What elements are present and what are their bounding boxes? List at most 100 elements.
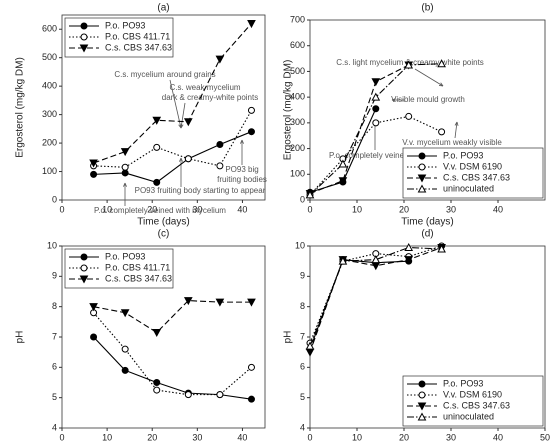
legend-marker [418,391,426,399]
legend-marker [80,264,88,272]
legend-label: P.o. CBS 411.71 [105,31,170,41]
data-point [215,298,225,307]
y-tick-label: 300 [42,109,57,119]
x-tick-label: 30 [446,432,456,442]
x-axis-label: Time (days) [401,217,453,228]
annotation: PO93 big [225,165,258,174]
data-point [371,262,381,271]
data-point [405,112,413,120]
data-point [404,60,414,69]
legend-label: uninoculated [443,183,494,193]
y-axis-label: pH [283,331,294,344]
x-tick-label: 10 [102,432,112,442]
y-tick-label: 5 [300,392,305,402]
annotation: C.s. mycelium around grains [114,70,215,79]
legend-marker [417,412,427,421]
panel: (b) Time (days) Ergosterol (mg/kg DM) 0 10 20… [283,3,546,228]
data-point [216,162,224,170]
data-point [153,379,161,386]
legend-label: P.o. PO93 [443,378,483,388]
x-tick-label: 0 [59,432,64,442]
panel-title: (a) [157,3,169,14]
x-axis-label: Time (days) [137,217,189,228]
x-tick-label: 40 [493,204,503,214]
data-point [437,244,446,253]
x-tick-label: 10 [102,204,112,214]
panel-title: (d) [421,229,433,240]
data-point [89,159,98,168]
data-point [404,242,414,252]
y-tick-label: 7 [52,331,57,341]
series-line [93,312,252,396]
legend-marker [417,174,427,183]
annotation-arrow [180,102,186,129]
legend-marker [417,402,427,411]
data-point [247,395,255,403]
annotation: Visible mould growth [391,95,465,104]
series-line [93,336,252,400]
panel-title: (c) [158,229,170,240]
data-point [338,159,348,168]
legend-label: P.o. PO93 [443,150,483,160]
y-tick-label: 8 [300,301,305,311]
x-tick-label: 30 [192,432,202,442]
y-tick-label: 8 [52,301,57,311]
data-point [247,106,255,114]
series-line [93,131,252,183]
x-tick-label: 30 [446,204,456,214]
y-tick-label: 600 [290,40,305,50]
x-tick-label: 0 [307,432,312,442]
legend-marker [79,275,89,284]
data-point [120,309,130,318]
y-tick-label: 9 [300,271,305,281]
data-point [338,177,348,186]
legend-label: C.s. CBS 347.63 [443,172,510,182]
data-point [371,255,381,264]
data-point [120,148,130,157]
data-point [121,366,129,374]
annotation-arrow [454,121,458,139]
arrow-head [391,98,396,102]
data-point [215,55,225,64]
data-point [216,391,224,399]
legend-label: uninoculated [443,411,494,421]
y-tick-label: 7 [300,331,305,341]
data-point [305,190,315,199]
x-tick-label: 0 [307,204,312,214]
annotation-arrow [414,68,444,87]
x-tick-label: 20 [399,204,409,214]
y-axis-label: Ergosterol (mg/kg DM) [283,60,294,161]
y-axis-label: pH [15,331,26,344]
x-tick-label: 50 [540,432,550,442]
data-point [372,105,380,113]
annotation-arrow [169,79,182,129]
x-tick-label: 40 [493,432,503,442]
x-tick-label: 20 [399,432,409,442]
data-point [184,391,192,399]
y-tick-label: 4 [300,422,305,432]
panel-title: (b) [421,3,433,14]
series-line [93,23,252,164]
legend-label: P.o. PO93 [105,251,145,261]
legend-marker [418,380,426,388]
data-point [153,143,161,151]
x-tick-label: 10 [352,204,362,214]
x-tick-label: 30 [192,204,202,214]
data-point [121,345,129,353]
data-point [90,333,98,341]
y-tick-label: 6 [300,362,305,372]
annotation: fruiting bodies [217,175,267,184]
plot-frame [61,14,266,201]
data-point [404,256,414,265]
data-point [90,170,98,178]
legend-label: P.o. CBS 411.71 [105,262,170,272]
data-point [437,59,446,68]
data-point [152,116,162,125]
y-tick-label: 100 [42,166,57,176]
series-line [309,259,409,350]
legend-marker [417,184,427,193]
data-point [183,118,193,127]
